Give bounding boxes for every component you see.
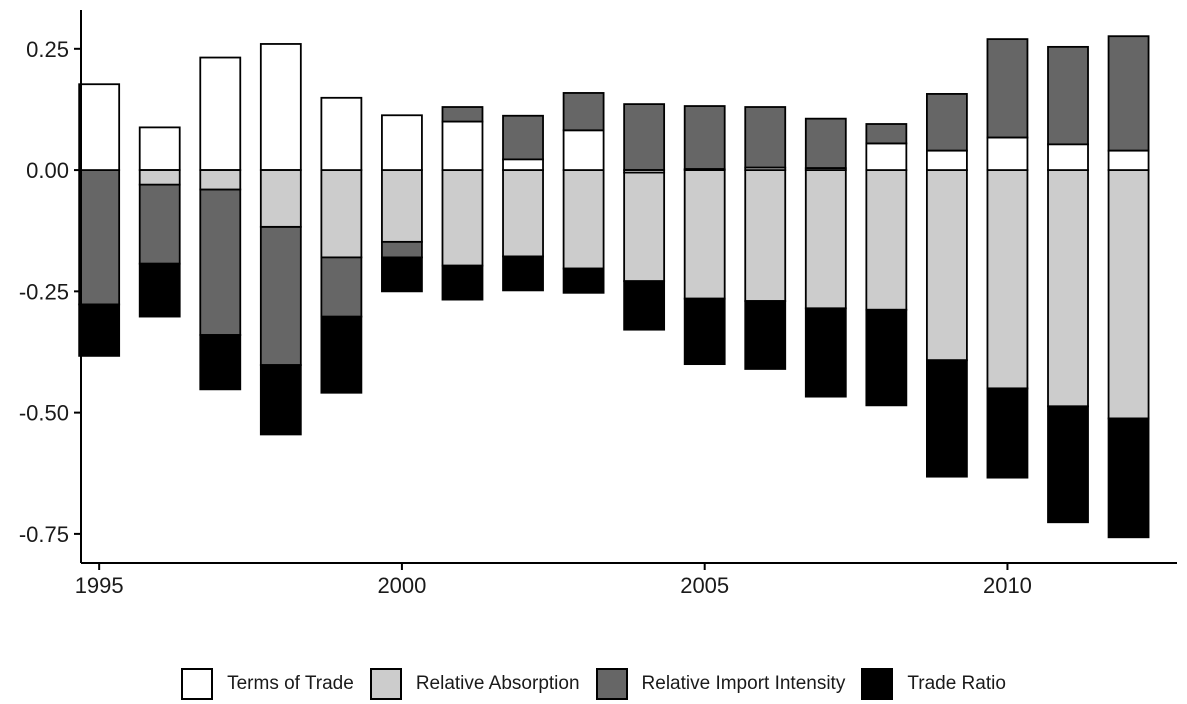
- bar-terms-of-trade-1997: [199, 56, 242, 171]
- x-tick-label: 2005: [680, 573, 729, 598]
- bar-relative-absorption-2010: [986, 169, 1029, 390]
- bar-trade-ratio-2012: [1107, 417, 1150, 539]
- bar-trade-ratio-2005: [683, 297, 726, 366]
- bars-group: [78, 35, 1150, 539]
- bar-trade-ratio-1997: [199, 334, 242, 391]
- bar-relative-absorption-2001: [441, 169, 484, 267]
- y-tick-label: 0.25: [26, 37, 69, 62]
- bar-trade-ratio-1996: [138, 262, 181, 318]
- bar-relative-absorption-1999: [320, 169, 363, 259]
- bar-terms-of-trade-2003: [562, 129, 605, 171]
- bar-terms-of-trade-1995: [78, 83, 121, 171]
- bar-relative-absorption-2011: [1047, 169, 1089, 408]
- bar-terms-of-trade-2000: [381, 114, 423, 171]
- bar-relative-absorption-1998: [259, 169, 302, 228]
- x-tick-label: 1995: [75, 573, 124, 598]
- bar-terms-of-trade-2005: [683, 168, 726, 171]
- legend-label-relative-absorption: Relative Absorption: [415, 673, 580, 694]
- bar-relative-import-intensity-2005: [683, 105, 726, 171]
- y-axis-ticks: 0.25 0.00 -0.25 -0.50 -0.75: [19, 37, 81, 547]
- bar-terms-of-trade-2009: [926, 149, 968, 171]
- bar-relative-import-intensity-2002: [502, 114, 544, 161]
- bar-relative-import-intensity-1998: [259, 225, 302, 366]
- bar-trade-ratio-2008: [865, 308, 908, 407]
- bar-relative-absorption-2007: [804, 169, 847, 310]
- bar-trade-ratio-2009: [926, 359, 968, 478]
- bar-terms-of-trade-2006: [744, 166, 787, 171]
- bar-trade-ratio-1999: [320, 315, 363, 394]
- legend-swatch-trade-ratio: [861, 668, 894, 700]
- bar-terms-of-trade-2011: [1047, 143, 1089, 171]
- x-axis-ticks: 1995 2000 2005 2010: [75, 563, 1032, 598]
- bar-trade-ratio-2003: [562, 267, 605, 294]
- legend-item-relative-import-intensity: Relative Import Intensity: [595, 668, 846, 700]
- legend-label-relative-import-intensity: Relative Import Intensity: [641, 673, 846, 694]
- bar-relative-absorption-1997: [199, 169, 242, 191]
- x-tick-label: 2010: [983, 573, 1032, 598]
- bar-relative-import-intensity-1997: [199, 188, 242, 336]
- legend-item-terms-of-trade: Terms of Trade: [181, 668, 354, 700]
- bar-relative-absorption-2012: [1107, 169, 1150, 420]
- bar-trade-ratio-2004: [623, 280, 666, 331]
- bar-terms-of-trade-1999: [320, 96, 363, 171]
- bar-relative-import-intensity-2000: [381, 240, 423, 259]
- bar-relative-import-intensity-2012: [1107, 35, 1150, 152]
- bar-relative-import-intensity-2009: [926, 93, 968, 152]
- bar-terms-of-trade-2004: [623, 169, 666, 174]
- bar-trade-ratio-2006: [744, 300, 787, 370]
- bar-trade-ratio-1995: [78, 303, 121, 357]
- bar-terms-of-trade-2012: [1107, 149, 1150, 171]
- bar-relative-import-intensity-1999: [320, 256, 363, 318]
- bar-relative-absorption-2000: [381, 169, 423, 243]
- legend-label-trade-ratio: Trade Ratio: [907, 673, 1006, 694]
- bar-relative-import-intensity-2008: [865, 123, 908, 145]
- bar-relative-import-intensity-2011: [1047, 45, 1089, 146]
- bar-terms-of-trade-1998: [259, 43, 302, 171]
- bar-trade-ratio-2011: [1047, 405, 1089, 524]
- bar-trade-ratio-2000: [381, 256, 423, 293]
- legend-swatch-terms-of-trade: [181, 668, 214, 700]
- stacked-bar-chart: 0.25 0.00 -0.25 -0.50 -0.75 1995 2000 2005 2010: [19, 10, 1177, 598]
- bar-relative-import-intensity-1996: [138, 183, 181, 265]
- y-tick-label: 0.00: [26, 158, 69, 183]
- legend-item-trade-ratio: Trade Ratio: [861, 668, 1006, 700]
- bar-relative-import-intensity-2010: [986, 38, 1029, 139]
- bar-relative-absorption-2002: [502, 169, 544, 258]
- bar-terms-of-trade-2007: [804, 167, 847, 171]
- bar-relative-import-intensity-2003: [562, 92, 605, 132]
- bar-terms-of-trade-1996: [138, 126, 181, 171]
- bar-relative-import-intensity-2001: [441, 106, 484, 123]
- y-tick-label: -0.25: [19, 279, 69, 304]
- bar-trade-ratio-1998: [259, 364, 302, 436]
- bar-relative-import-intensity-2004: [623, 103, 666, 171]
- bar-trade-ratio-2007: [804, 307, 847, 398]
- legend-swatch-relative-absorption: [369, 668, 402, 700]
- bar-trade-ratio-2010: [986, 387, 1029, 479]
- bar-trade-ratio-2001: [441, 264, 484, 301]
- legend: Terms of Trade Relative Absorption Relat…: [0, 664, 1187, 704]
- bar-relative-absorption-2003: [562, 169, 605, 270]
- legend-item-relative-absorption: Relative Absorption: [369, 668, 580, 700]
- legend-label-terms-of-trade: Terms of Trade: [227, 673, 354, 694]
- bar-terms-of-trade-2010: [986, 136, 1029, 171]
- y-tick-label: -0.75: [19, 522, 69, 547]
- bar-terms-of-trade-2001: [441, 120, 484, 171]
- bar-terms-of-trade-2002: [502, 158, 544, 171]
- bar-relative-absorption-2006: [744, 169, 787, 302]
- bar-relative-absorption-1996: [138, 169, 181, 186]
- legend-swatch-relative-import-intensity: [595, 668, 628, 700]
- bar-relative-absorption-2008: [865, 169, 908, 311]
- bar-relative-import-intensity-2007: [804, 117, 847, 170]
- bar-relative-absorption-2005: [683, 169, 726, 300]
- bar-terms-of-trade-2008: [865, 142, 908, 171]
- bar-relative-import-intensity-1995: [78, 169, 121, 306]
- bar-relative-import-intensity-2006: [744, 106, 787, 169]
- bar-relative-absorption-2009: [926, 169, 968, 362]
- bar-relative-absorption-2004: [623, 171, 666, 283]
- y-tick-label: -0.50: [19, 401, 69, 426]
- x-tick-label: 2000: [377, 573, 426, 598]
- bar-trade-ratio-2002: [502, 255, 544, 292]
